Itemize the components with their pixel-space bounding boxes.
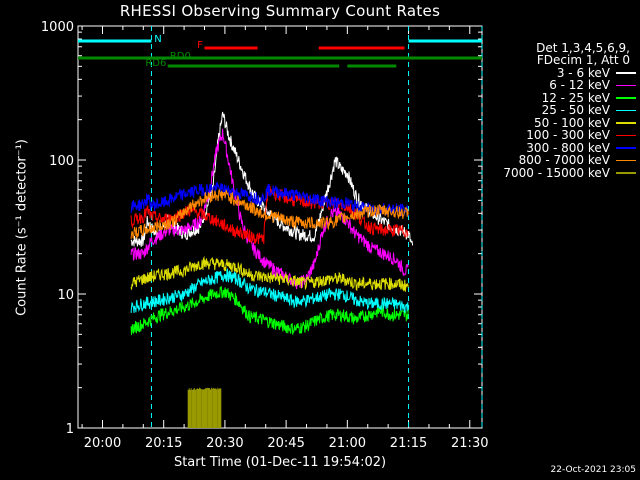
legend-entry: 6 - 12 keV [470, 79, 636, 92]
series-300-800-kev [130, 181, 409, 218]
x-tick-label: 21:00 [329, 436, 366, 451]
legend-entry-label: 800 - 7000 keV [518, 153, 610, 168]
legend-entry: 3 - 6 keV [470, 65, 636, 80]
y-tick-label: 10 [57, 288, 74, 303]
legend-swatch [616, 147, 636, 149]
state-bar-label: N [154, 34, 161, 45]
y-tick-label: 1 [66, 422, 74, 437]
x-axis-label: Start Time (01-Dec-11 19:54:02) [173, 455, 387, 470]
state-bar-label: RD6 [145, 58, 166, 69]
legend-entry: 300 - 800 keV [470, 140, 636, 155]
legend-entry: 25 - 50 keV [470, 104, 636, 117]
legend-swatch [616, 109, 636, 112]
y-axis-label: Count Rate (s⁻¹ detector⁻¹) [14, 139, 30, 316]
legend: Det 1,3,4,5,6,9, FDecim 1, Att 0 3 - 6 k… [470, 42, 636, 179]
legend-entry: 800 - 7000 keV [470, 154, 636, 167]
legend-swatch [616, 172, 636, 174]
legend-entry-label: 25 - 50 keV [541, 103, 610, 118]
legend-entry: 12 - 25 keV [470, 90, 636, 105]
x-tick-label: 20:30 [206, 436, 243, 451]
series-25-50-kev [130, 267, 409, 314]
state-bar-label: F [197, 40, 203, 51]
legend-entry-label: 50 - 100 keV [533, 115, 610, 130]
series-50-100-kev [130, 255, 409, 292]
legend-swatch [616, 134, 636, 137]
legend-swatch [616, 97, 636, 99]
series-800-7000-kev [130, 188, 409, 240]
y-tick-label: 1000 [41, 20, 74, 35]
legend-entry-label: 100 - 300 keV [526, 128, 610, 143]
x-tick-label: 20:15 [145, 436, 182, 451]
legend-swatch [616, 159, 636, 162]
legend-entry-label: 6 - 12 keV [549, 78, 610, 93]
series-7000-15000-kev [187, 387, 222, 428]
legend-header-line-1: Det 1,3,4,5,6,9, [536, 41, 630, 55]
legend-swatch [616, 84, 636, 87]
chart-title: RHESSI Observing Summary Count Rates [119, 2, 441, 20]
legend-swatch [616, 122, 636, 124]
legend-entry-label: 3 - 6 keV [556, 65, 610, 80]
x-tick-label: 20:00 [84, 436, 121, 451]
series-12-25-kev [130, 286, 409, 336]
x-tick-label: 21:15 [390, 436, 427, 451]
y-tick-label: 100 [49, 154, 74, 169]
x-tick-label: 20:45 [267, 436, 304, 451]
generation-timestamp: 22-Oct-2021 23:05 [550, 465, 636, 475]
legend-entry: 100 - 300 keV [470, 129, 636, 142]
legend-entry: 50 - 100 keV [470, 115, 636, 130]
legend-entry-label: 7000 - 15000 keV [503, 165, 610, 180]
legend-entry-label: 300 - 800 keV [526, 140, 610, 155]
x-tick-label: 21:30 [451, 436, 488, 451]
state-bar-label: RD0 [170, 51, 191, 62]
legend-entry: 7000 - 15000 keV [470, 165, 636, 180]
legend-entry-label: 12 - 25 keV [541, 90, 610, 105]
series-6-12-kev [130, 128, 409, 290]
legend-header-line-2: FDecim 1, Att 0 [536, 53, 630, 68]
legend-swatch [616, 72, 636, 74]
